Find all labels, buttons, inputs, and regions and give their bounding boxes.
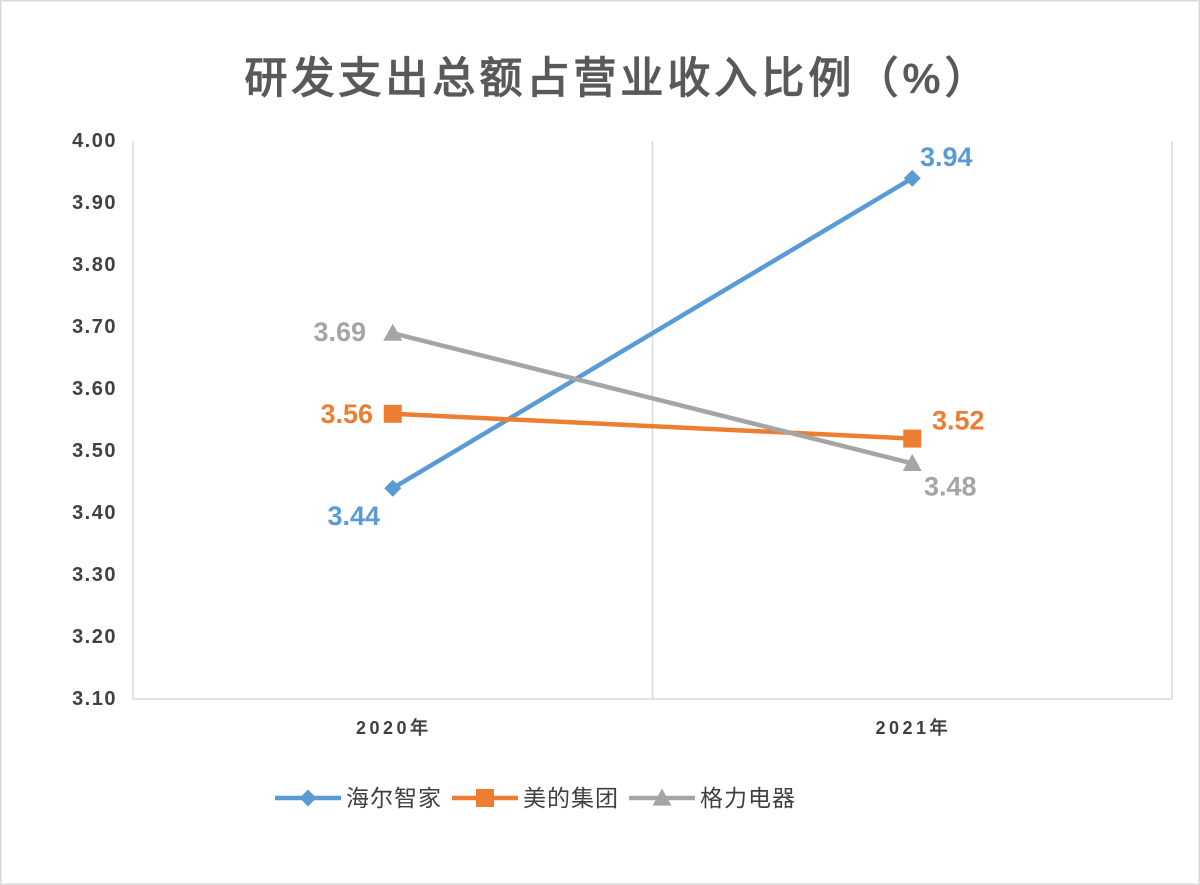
y-tick-label: 3.70: [72, 316, 117, 338]
series-line: [390, 411, 915, 441]
chart-title: 研发支出总额占营业收入比例（%）: [244, 55, 991, 103]
series-1: [384, 169, 921, 497]
legend-item: 格力电器: [629, 785, 796, 811]
data-label: 3.44: [327, 501, 380, 531]
y-tick-label: 3.30: [72, 564, 117, 586]
legend-label: 格力电器: [700, 785, 796, 811]
legend-label: 海尔智家: [346, 785, 442, 811]
data-point-triangle-marker: [383, 323, 403, 341]
data-label: 3.69: [313, 317, 366, 347]
y-tick-label: 3.60: [72, 378, 117, 400]
legend-triangle-icon: [652, 788, 672, 806]
y-tick-label: 3.80: [72, 254, 117, 276]
y-tick-label: 3.90: [72, 192, 117, 214]
data-point-square-marker: [383, 404, 402, 423]
series-2: [383, 404, 922, 448]
data-labels: 3.44 3.94 3.56 3.52 3.69 3.48: [313, 142, 984, 531]
legend: 海尔智家 美的集团 格力电器: [275, 785, 796, 811]
series-line: [390, 330, 915, 466]
y-tick-label: 3.40: [72, 502, 117, 524]
data-point-diamond-marker: [384, 479, 402, 497]
series-line: [390, 175, 915, 491]
data-label: 3.94: [920, 142, 973, 172]
legend-item: 美的集团: [452, 785, 619, 811]
y-tick-label: 3.50: [72, 440, 117, 462]
data-point-square-marker: [903, 429, 922, 448]
legend-item: 海尔智家: [275, 785, 442, 811]
y-tick-label: 3.10: [72, 688, 117, 710]
legend-label: 美的集团: [523, 785, 619, 811]
data-label: 3.48: [924, 471, 977, 501]
plot-gridlines: [132, 141, 1173, 700]
x-tick-label: 2021年: [875, 717, 951, 738]
legend-diamond-icon: [299, 789, 317, 807]
y-tick-label: 4.00: [72, 130, 117, 152]
series-3: [383, 323, 922, 471]
legend-square-icon: [476, 789, 494, 807]
y-axis: 4.00 3.90 3.80 3.70 3.60 3.50 3.40 3.30 3.20 3.10: [72, 130, 117, 710]
x-tick-label: 2020年: [356, 717, 432, 738]
data-point-diamond-marker: [903, 169, 921, 187]
y-tick-label: 3.20: [72, 626, 117, 648]
series-layer: [383, 169, 922, 497]
data-point-triangle-marker: [902, 453, 922, 471]
data-label: 3.52: [932, 406, 985, 436]
x-axis: 2020年 2021年: [356, 717, 951, 738]
data-label: 3.56: [320, 399, 373, 429]
